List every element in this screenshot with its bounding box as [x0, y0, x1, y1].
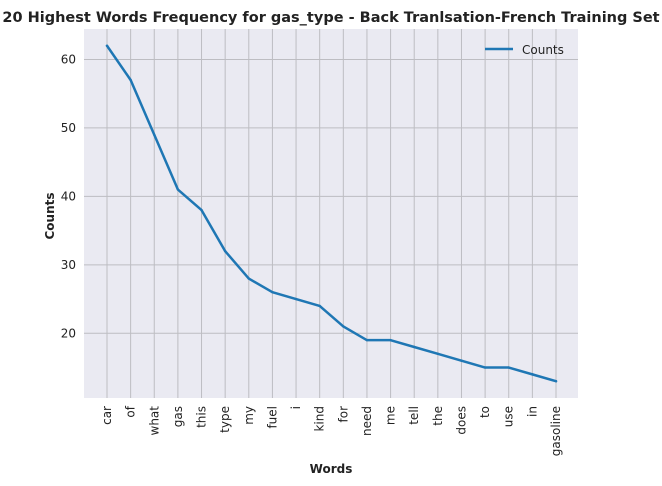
data-point	[389, 338, 392, 342]
data-point	[271, 291, 274, 294]
x-tick-label: need	[360, 406, 374, 436]
data-point	[318, 304, 321, 308]
grid	[84, 29, 578, 398]
y-axis-label: Counts	[43, 192, 57, 239]
x-tick-label: kind	[313, 406, 327, 432]
tick-labels: car of what gas this type my fuel i kind for need me…	[61, 52, 563, 456]
x-tick-label: car	[100, 406, 114, 425]
x-tick-label: my	[242, 406, 256, 425]
y-tick-label: 20	[61, 326, 76, 340]
x-tick-label: tell	[407, 406, 421, 425]
legend-label: Counts	[522, 43, 564, 57]
data-point	[460, 359, 463, 362]
data-point	[483, 366, 487, 369]
data-point	[342, 325, 345, 328]
series-layer	[105, 44, 558, 383]
chart-title: 20 Highest Words Frequency for gas_type …	[2, 10, 659, 26]
data-point	[507, 366, 510, 369]
x-tick-label: of	[124, 405, 138, 417]
data-point	[176, 188, 180, 191]
x-tick-label: fuel	[265, 406, 279, 429]
x-tick-label: gasoline	[549, 406, 563, 456]
legend: Counts	[485, 43, 564, 57]
y-tick-label: 50	[61, 121, 76, 135]
series-line-counts	[105, 44, 558, 383]
data-point	[531, 373, 534, 376]
x-tick-label: for	[336, 406, 350, 423]
x-tick-label: the	[431, 406, 445, 426]
data-point	[413, 345, 416, 349]
data-point	[105, 44, 109, 47]
data-point	[247, 277, 250, 280]
y-tick-label: 40	[61, 189, 76, 203]
x-axis-label: Words	[310, 462, 353, 476]
x-tick-label: i	[289, 406, 303, 409]
x-tick-label: in	[525, 406, 539, 417]
x-tick-label: type	[218, 406, 232, 433]
data-point	[153, 133, 156, 136]
y-tick-label: 60	[61, 52, 76, 66]
data-point	[436, 352, 440, 356]
data-point	[365, 338, 369, 342]
y-tick-label: 30	[61, 258, 76, 272]
x-tick-label: to	[478, 406, 492, 418]
x-tick-label: me	[384, 406, 398, 425]
x-tick-label: does	[454, 406, 468, 435]
x-tick-label: gas	[171, 406, 185, 427]
plot-area	[84, 29, 578, 398]
data-point	[294, 297, 298, 301]
data-point	[200, 208, 203, 212]
x-tick-label: this	[195, 406, 209, 428]
x-tick-label: use	[502, 406, 516, 427]
data-point	[223, 249, 227, 253]
data-point	[554, 380, 558, 383]
data-point	[129, 78, 132, 82]
x-tick-label: what	[147, 406, 161, 436]
